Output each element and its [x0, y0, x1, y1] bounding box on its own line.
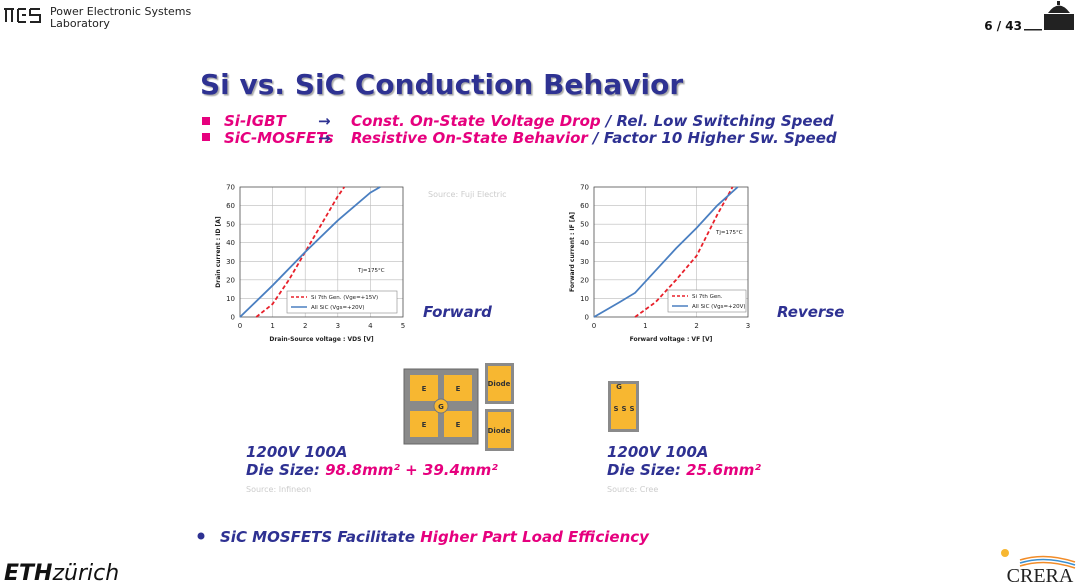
die-size-value: 25.6mm² — [686, 461, 761, 479]
die-size-label: Die Size: — [607, 461, 681, 479]
y-tick-label: 40 — [580, 239, 589, 247]
y-tick-label: 20 — [580, 276, 589, 284]
x-tick-label: 2 — [303, 322, 307, 330]
x-axis-label: Forward voltage : VF [V] — [630, 336, 713, 343]
chip-label: Diode — [488, 427, 511, 435]
x-axis-label: Drain-Source voltage : VDS [V] — [269, 336, 374, 343]
x-tick-label: 2 — [694, 322, 698, 330]
side-label: Reverse — [777, 303, 844, 321]
zurich: zürich — [51, 561, 119, 584]
chip-label: E — [422, 421, 427, 429]
y-tick-label: 50 — [226, 221, 235, 229]
annotation: Tj=175°C — [357, 268, 385, 274]
die-size: Die Size: 98.8mm² + 39.4mm² — [246, 461, 498, 479]
conclusion-text: SiC MOSFETS Facilitate — [220, 528, 415, 546]
y-axis-label: Forward current : IF [A] — [569, 212, 576, 292]
crera: CRERA — [1007, 565, 1074, 584]
x-tick-label: 1 — [643, 322, 647, 330]
legend-label: Si 7th Gen. (Vge=+15V) — [311, 295, 378, 301]
y-axis-label: Drain current : ID [A] — [215, 216, 222, 288]
source: Source: Cree — [607, 485, 658, 494]
plot-frame — [239, 186, 404, 318]
y-tick-label: 20 — [226, 276, 235, 284]
chip-label: E — [422, 385, 427, 393]
x-tick-label: 0 — [238, 322, 242, 330]
bullet-square — [202, 117, 210, 125]
y-tick-label: 50 — [580, 221, 589, 229]
page-number: 6 / 43 — [984, 19, 1022, 33]
chip-label: S — [621, 405, 626, 413]
y-tick-label: 40 — [226, 239, 235, 247]
x-tick-label: 3 — [336, 322, 340, 330]
source: Source: Infineon — [246, 485, 311, 494]
term: SiC-MOSFETs — [224, 129, 334, 147]
y-tick-label: 70 — [580, 184, 589, 192]
series-line — [634, 186, 734, 318]
series-line — [239, 186, 381, 318]
chip-label: E — [456, 385, 461, 393]
eth: ETH — [4, 561, 52, 584]
die-size-value: 98.8mm² + 39.4mm² — [325, 461, 498, 479]
die-size-label: Die Size: — [246, 461, 320, 479]
chip-label: G — [616, 383, 622, 391]
y-tick-label: 10 — [580, 295, 589, 303]
crera-logo: CRERA — [1001, 549, 1076, 584]
y-tick-label: 0 — [231, 314, 235, 322]
annotation: Tj=175°C — [715, 230, 743, 236]
rating: 1200V 100A — [246, 443, 348, 461]
x-tick-label: 3 — [746, 322, 750, 330]
bullet-dot — [197, 532, 205, 540]
highlight: Resistive On-State Behavior — [351, 129, 589, 147]
chip-label: Diode — [488, 380, 511, 388]
chip-label: S — [629, 405, 634, 413]
side-label: Forward — [423, 303, 492, 321]
y-tick-label: 10 — [226, 295, 235, 303]
lab-name: Laboratory — [50, 17, 110, 30]
rating: 1200V 100A — [607, 443, 709, 461]
series-line — [255, 186, 346, 318]
die-size: Die Size: 25.6mm² — [607, 461, 761, 479]
diode-die: Diode Diode — [485, 363, 514, 451]
y-tick-label: 0 — [585, 314, 589, 322]
rest: / Factor 10 Higher Sw. Speed — [591, 129, 837, 147]
chip-label: E — [456, 421, 461, 429]
igbt-die: E E E E G — [403, 368, 479, 445]
pes-logo — [4, 8, 41, 23]
highlight: Const. On-State Voltage Drop — [351, 112, 601, 130]
y-tick-label: 30 — [580, 258, 589, 266]
bullet: SiC-MOSFETs → Resistive On-State Behavio… — [224, 129, 837, 147]
x-tick-label: 1 — [270, 322, 274, 330]
y-tick-label: 60 — [226, 202, 235, 210]
arrow: → — [318, 129, 331, 147]
legend-label: All SiC (Vgs=+20V) — [311, 305, 365, 311]
eth-logo: ETHzürich — [4, 561, 119, 584]
conclusion-highlight: Higher Part Load Efficiency — [420, 528, 650, 546]
legend-label: Si 7th Gen. — [692, 294, 723, 300]
lab-name: Power Electronic Systems — [50, 5, 191, 18]
y-tick-label: 70 — [226, 184, 235, 192]
chip-label: S — [613, 405, 618, 413]
mosfet-die: G S S S — [608, 381, 639, 432]
series-line — [593, 186, 739, 318]
legend-box — [286, 290, 398, 314]
bullet: Si-IGBT → Const. On-State Voltage Drop /… — [224, 112, 834, 130]
bullet-square — [202, 133, 210, 141]
x-tick-label: 5 — [401, 322, 405, 330]
y-tick-label: 60 — [580, 202, 589, 210]
conclusion: SiC MOSFETS Facilitate Higher Part Load … — [220, 528, 650, 546]
arrow: → — [318, 112, 331, 130]
slide-title: Si vs. SiC Conduction Behavior — [200, 68, 683, 101]
x-tick-label: 4 — [368, 322, 373, 330]
rest: / Rel. Low Switching Speed — [604, 112, 834, 130]
chip-label: G — [438, 403, 444, 411]
source: Source: Fuji Electric — [428, 190, 507, 199]
building-icon — [1024, 1, 1074, 31]
y-tick-label: 30 — [226, 258, 235, 266]
legend-label: All SiC (Vgs=+20V) — [692, 304, 746, 310]
x-tick-label: 0 — [592, 322, 596, 330]
term: Si-IGBT — [224, 112, 287, 130]
plot-frame — [593, 186, 749, 318]
